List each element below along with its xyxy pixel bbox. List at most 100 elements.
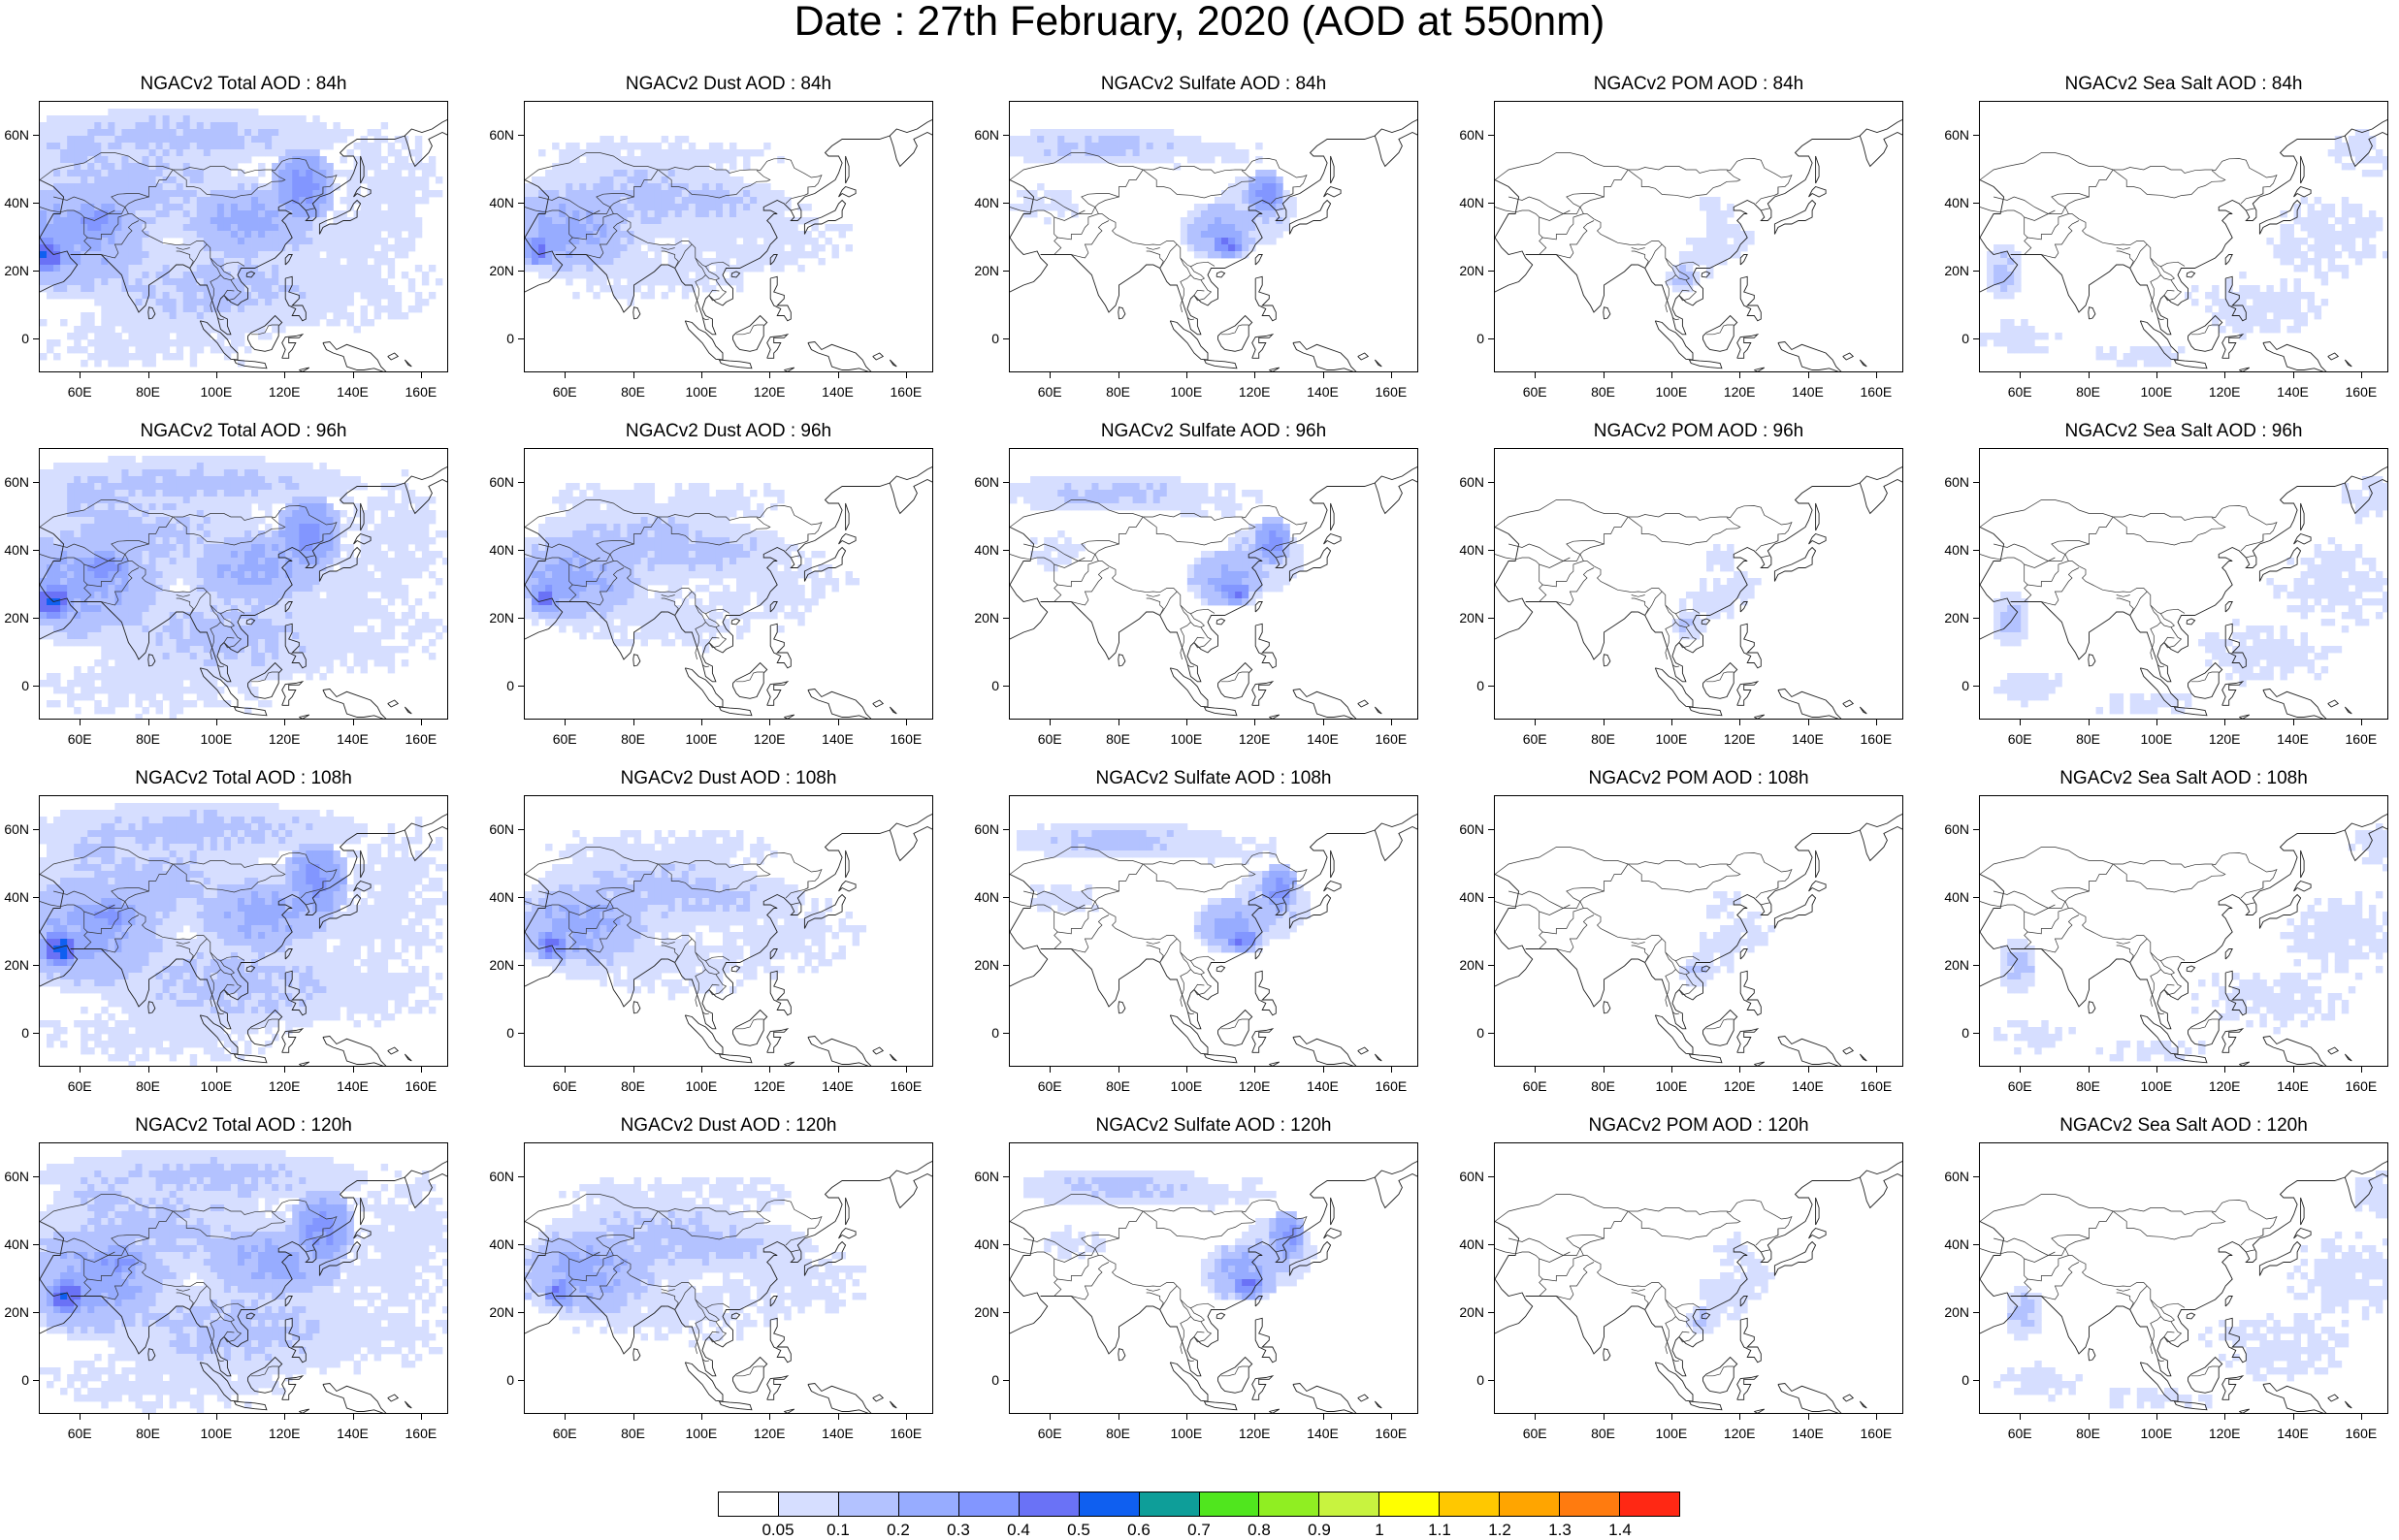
aod-cell	[182, 143, 191, 150]
aod-cell	[346, 231, 354, 239]
aod-cell	[373, 231, 382, 239]
coastline	[1357, 352, 1370, 361]
aod-cell	[333, 258, 340, 266]
aod-cell	[223, 156, 232, 164]
aod-cell	[94, 163, 102, 171]
aod-cell	[148, 619, 156, 626]
aod-cell	[333, 244, 340, 252]
aod-cell	[182, 129, 191, 137]
aod-cell	[135, 244, 143, 252]
aod-cell	[421, 544, 430, 552]
aod-cell	[380, 619, 389, 626]
aod-cell	[258, 210, 266, 218]
aod-cell	[1057, 210, 1065, 218]
aod-cell	[373, 305, 382, 313]
aod-cell	[2327, 258, 2336, 266]
aod-cell	[681, 285, 690, 293]
aod-cell	[373, 197, 382, 205]
aod-cell	[272, 530, 279, 538]
country-border	[1010, 152, 1144, 180]
aod-cell	[258, 463, 266, 470]
aod-cell	[1221, 190, 1229, 198]
aod-cell	[2266, 285, 2274, 293]
aod-cell	[736, 176, 744, 184]
aod-cell	[60, 244, 68, 252]
aod-cell	[2307, 305, 2316, 313]
lat-tick-label: 0	[21, 331, 29, 346]
aod-cell	[414, 224, 423, 232]
aod-cell	[223, 129, 232, 137]
aod-cell	[722, 170, 730, 177]
aod-cell	[162, 204, 171, 211]
aod-cell	[135, 278, 143, 286]
aod-cell	[169, 497, 178, 504]
aod-cell	[306, 605, 313, 613]
aod-cell	[196, 333, 205, 340]
aod-cell	[647, 170, 656, 177]
aod-cell	[1685, 258, 1694, 266]
aod-cell	[722, 258, 730, 266]
aod-cell	[74, 136, 81, 144]
aod-cell	[600, 258, 607, 266]
aod-cell	[182, 258, 191, 266]
aod-cell	[272, 476, 279, 484]
aod-cell	[340, 612, 347, 620]
aod-cell	[67, 612, 75, 620]
aod-cell	[258, 497, 266, 504]
aod-cell	[380, 251, 389, 259]
aod-cell	[258, 258, 266, 266]
aod-cell	[108, 646, 115, 654]
aod-cell	[142, 646, 149, 654]
aod-cell	[572, 163, 580, 171]
aod-cell	[394, 524, 403, 531]
aod-cell	[326, 197, 334, 205]
aod-cell	[74, 551, 81, 559]
aod-cell	[148, 244, 156, 252]
aod-cell	[265, 129, 273, 137]
aod-cell	[333, 476, 340, 484]
aod-cell	[162, 469, 171, 477]
aod-cell	[326, 510, 334, 518]
aod-cell	[53, 463, 61, 470]
aod-cell	[87, 285, 95, 293]
aod-cell	[360, 598, 368, 606]
aod-cell	[559, 244, 567, 252]
aod-cell	[695, 224, 703, 232]
aod-cell	[142, 346, 149, 354]
aod-cell	[210, 278, 218, 286]
aod-cell	[1207, 156, 1216, 164]
aod-cell	[1207, 251, 1216, 259]
aod-cell	[251, 639, 259, 647]
aod-cell	[407, 490, 416, 497]
coastline	[769, 254, 778, 266]
aod-cell	[237, 129, 245, 137]
aod-cell	[292, 231, 300, 239]
aod-cell	[1255, 197, 1263, 205]
aod-cell	[196, 326, 205, 334]
aod-cell	[108, 339, 115, 347]
aod-cell	[2300, 265, 2308, 273]
aod-cell	[1685, 265, 1694, 273]
aod-cell	[223, 530, 232, 538]
aod-cell	[1071, 210, 1079, 218]
aod-cell	[223, 333, 232, 340]
aod-cell	[148, 503, 156, 511]
aod-cell	[1078, 136, 1086, 144]
aod-cell	[108, 612, 115, 620]
aod-cell	[695, 251, 703, 259]
aod-cell	[216, 305, 225, 313]
aod-cell	[627, 217, 634, 225]
aod-cell	[757, 204, 764, 211]
aod-cell	[135, 558, 143, 565]
country-border	[251, 324, 279, 336]
aod-cell	[128, 238, 136, 245]
aod-cell	[306, 272, 313, 279]
aod-cell	[1017, 149, 1024, 157]
aod-cell	[81, 497, 88, 504]
aod-cell	[258, 544, 266, 552]
aod-cell	[701, 190, 710, 198]
aod-cell	[47, 115, 54, 123]
aod-cell	[2375, 224, 2383, 232]
aod-cell	[272, 646, 279, 654]
aod-cell	[435, 278, 443, 286]
